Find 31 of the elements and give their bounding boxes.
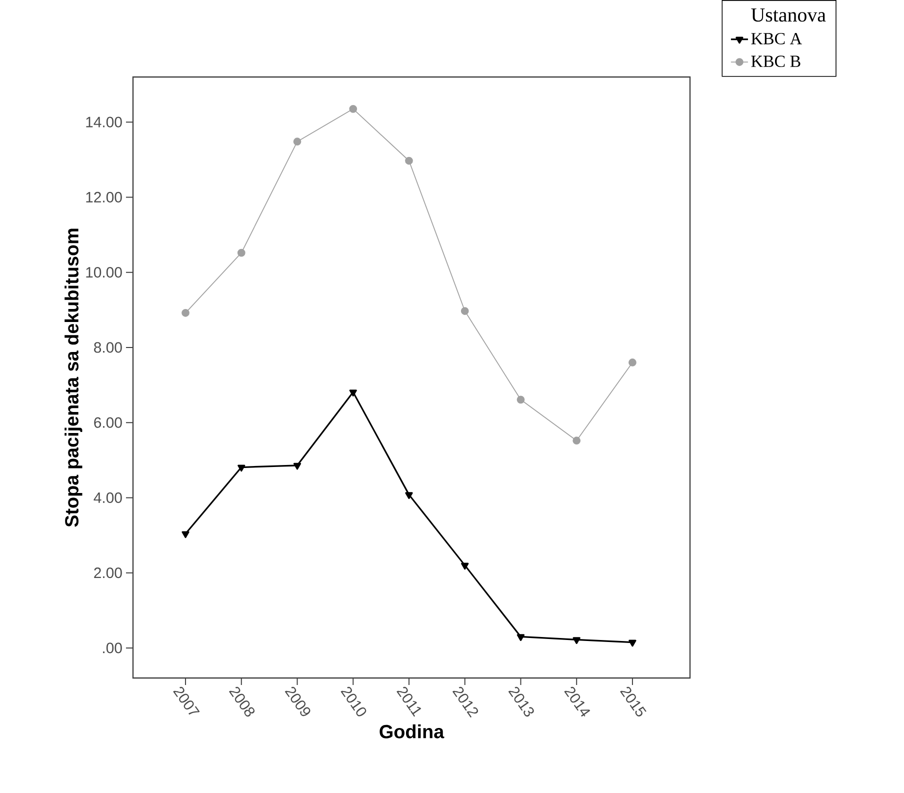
- point: [405, 156, 413, 165]
- y-tick-label: 10.00: [86, 267, 122, 278]
- point: [349, 390, 357, 396]
- x-axis-title: Godina: [380, 724, 444, 738]
- point: [182, 308, 190, 317]
- legend-label: KBC A: [751, 32, 802, 44]
- point: [461, 562, 469, 570]
- y-tick-label: 12.00: [86, 192, 122, 202]
- y-tick-label: 6.00: [94, 417, 122, 428]
- y-tick-label: 4.00: [94, 492, 122, 503]
- point: [516, 396, 525, 404]
- point: [237, 248, 246, 257]
- y-axis-title: Stopa pacijenata sa dekubitusom: [64, 228, 82, 527]
- point: [405, 492, 413, 499]
- y-tick-label: 14.00: [86, 116, 122, 128]
- point: [460, 307, 469, 315]
- point: [516, 634, 525, 641]
- y-tick-label: 2.00: [94, 568, 122, 578]
- point: [182, 531, 190, 538]
- point: [628, 358, 636, 366]
- point: [238, 464, 246, 472]
- y-tick-label: .00: [103, 642, 122, 654]
- point: [293, 462, 302, 470]
- point: [628, 640, 636, 647]
- y-tick-label: 8.00: [94, 342, 122, 353]
- point: [572, 637, 580, 644]
- point: [572, 436, 581, 445]
- point: [293, 138, 302, 146]
- point: [349, 104, 358, 113]
- legend-label: KBC B: [751, 56, 800, 68]
- legend-title: Ustanova: [751, 8, 826, 22]
